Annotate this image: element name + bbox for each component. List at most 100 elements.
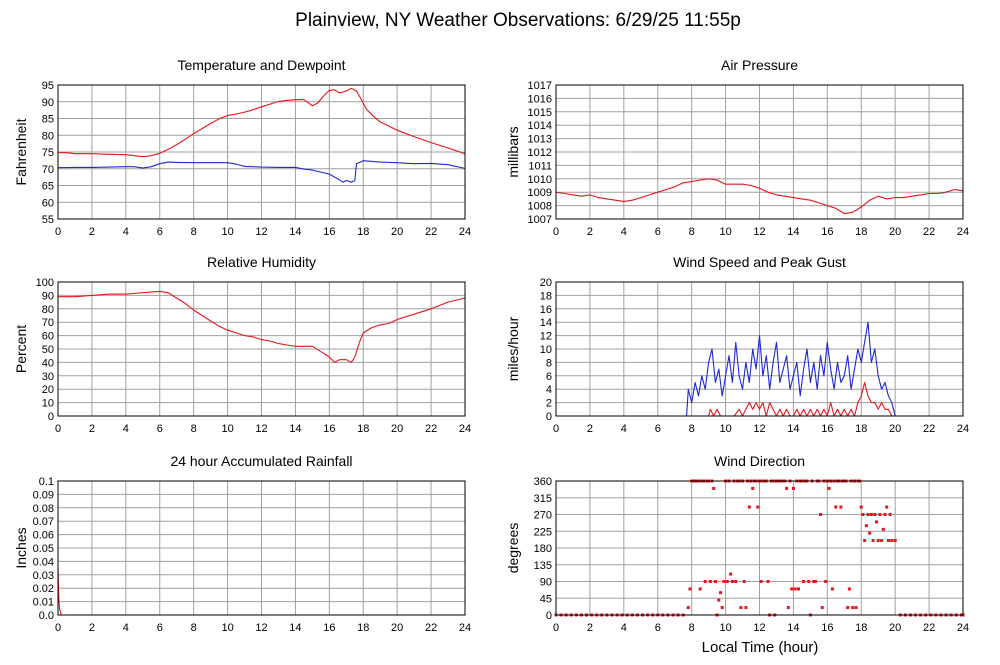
wind-x-tick-label: 8 [689, 423, 695, 435]
pressure-y-tick-label: 1011 [528, 160, 552, 172]
direction-point [688, 587, 692, 591]
direction-point [742, 580, 746, 583]
direction-y-tick-label: 360 [534, 476, 552, 488]
wind-x-tick-label: 20 [889, 423, 901, 435]
humidity-x-tick-label: 18 [357, 423, 369, 435]
temp-x-tick-label: 4 [123, 226, 129, 238]
temp-series-line-1 [57, 160, 466, 183]
temp-y-tick-label: 75 [42, 147, 54, 159]
rain-x-tick-label: 8 [191, 622, 197, 634]
rain-x-tick-label: 18 [357, 622, 369, 634]
direction-point [830, 587, 834, 591]
pressure-x-tick-label: 18 [855, 226, 867, 238]
direction-point [871, 539, 875, 543]
direction-frame [555, 480, 964, 616]
direction-point [751, 486, 755, 490]
temp-x-tick-label: 0 [55, 226, 61, 238]
temp-x-tick-label: 10 [221, 226, 233, 238]
wind-x-tick-label: 10 [719, 423, 731, 435]
wind-y-tick-label: 14 [540, 317, 552, 329]
humidity-y-tick-label: 100 [36, 277, 54, 289]
rain-x-tick-label: 10 [221, 622, 233, 634]
direction-point [729, 572, 733, 576]
direction-x-tick-label: 6 [655, 622, 661, 634]
wind-y-tick-label: 20 [540, 277, 552, 289]
pressure-x-tick-label: 14 [787, 226, 799, 238]
direction-y-tick-label: 270 [534, 510, 552, 522]
direction-point [893, 539, 897, 543]
direction-point [839, 505, 843, 509]
rain-y-tick-label: 0.03 [33, 570, 54, 582]
humidity-chart-title: Relative Humidity [207, 254, 316, 270]
rain-x-tick-label: 4 [123, 622, 129, 634]
rain-y-tick-label: 0.06 [33, 530, 54, 542]
humidity-x-tick-label: 4 [123, 423, 129, 435]
pressure-y-tick-label: 1009 [528, 187, 552, 199]
wind-x-tick-label: 12 [753, 423, 765, 435]
direction-y-tick-label: 225 [534, 526, 552, 538]
direction-point [820, 606, 824, 610]
wind-x-tick-label: 16 [821, 423, 833, 435]
humidity-y-tick-label: 0 [48, 411, 54, 423]
wind-y-axis-title: miles/hour [505, 316, 521, 381]
direction-point [734, 580, 738, 583]
direction-point [859, 505, 863, 509]
rain-x-tick-label: 16 [323, 622, 335, 634]
pressure-x-tick-label: 0 [553, 226, 559, 238]
rain-y-tick-label: 0.0 [39, 610, 54, 622]
rain-y-tick-label: 0.04 [33, 556, 54, 568]
humidity-series-line-0 [58, 290, 466, 363]
rain-y-tick-label: 0.05 [33, 543, 54, 555]
page-title: Plainview, NY Weather Observations: 6/29… [295, 10, 741, 31]
direction-chart-title: Wind Direction [714, 453, 805, 469]
direction-point [747, 505, 751, 509]
direction-point [718, 591, 722, 595]
direction-point [713, 580, 717, 583]
temp-chart-title: Temperature and Dewpoint [177, 57, 345, 73]
wind-x-tick-label: 6 [655, 423, 661, 435]
wind-y-tick-label: 8 [546, 357, 552, 369]
direction-point [730, 580, 734, 583]
wind-y-tick-label: 2 [546, 398, 552, 410]
pressure-y-tick-label: 1012 [528, 147, 552, 159]
humidity-y-tick-label: 70 [42, 317, 54, 329]
direction-point [824, 580, 828, 583]
direction-point [807, 580, 811, 583]
wind-y-tick-label: 18 [540, 290, 552, 302]
wind-chart-title: Wind Speed and Peak Gust [673, 254, 846, 270]
temp-x-tick-label: 8 [191, 226, 197, 238]
temp-x-tick-label: 16 [323, 226, 335, 238]
pressure-x-tick-label: 24 [957, 226, 969, 238]
direction-point [861, 513, 865, 516]
rain-x-tick-label: 6 [157, 622, 163, 634]
direction-point [708, 580, 712, 583]
temp-y-axis-title: Fahrenheit [13, 118, 29, 185]
direction-point [793, 587, 797, 591]
direction-x-tick-label: 4 [621, 622, 627, 634]
direction-point [834, 505, 838, 509]
humidity-y-tick-label: 80 [42, 304, 54, 316]
humidity-x-tick-label: 20 [391, 423, 403, 435]
rain-x-tick-label: 2 [89, 622, 95, 634]
temp-series-line-0 [58, 87, 466, 158]
direction-point [812, 580, 816, 583]
temp-x-tick-label: 22 [425, 226, 437, 238]
direction-y-tick-label: 90 [540, 577, 552, 589]
direction-y-tick-label: 180 [534, 543, 552, 555]
direction-point [886, 539, 890, 543]
temp-y-tick-label: 80 [42, 130, 54, 142]
humidity-y-tick-label: 50 [42, 344, 54, 356]
pressure-y-axis-title: millibars [505, 126, 521, 177]
direction-point [703, 580, 707, 583]
direction-point [869, 513, 873, 516]
rain-y-tick-label: 0.07 [33, 516, 54, 528]
wind-x-tick-label: 4 [621, 423, 627, 435]
wind-y-tick-label: 0 [546, 411, 552, 423]
wind-x-tick-label: 0 [553, 423, 559, 435]
direction-point [885, 505, 889, 509]
direction-point [790, 587, 794, 591]
wind-x-tick-label: 2 [587, 423, 593, 435]
direction-point [744, 606, 748, 610]
direction-x-tick-label: 2 [587, 622, 593, 634]
